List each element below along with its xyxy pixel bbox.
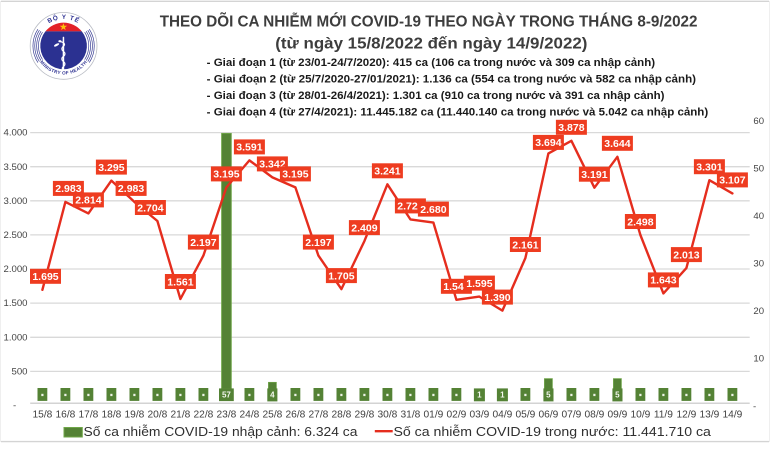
svg-text:16/8: 16/8 — [55, 409, 75, 420]
svg-text:4: 4 — [270, 390, 275, 399]
svg-text:20/8: 20/8 — [147, 409, 167, 420]
svg-text:1.643: 1.643 — [650, 276, 677, 287]
svg-text:3.107: 3.107 — [719, 176, 746, 187]
svg-text:2.680: 2.680 — [420, 205, 447, 216]
svg-text:2.013: 2.013 — [673, 250, 700, 261]
svg-text:2.814: 2.814 — [75, 196, 102, 207]
svg-text:3.195: 3.195 — [282, 170, 309, 181]
svg-text:18/8: 18/8 — [101, 409, 121, 420]
svg-text:1.705: 1.705 — [328, 271, 355, 282]
svg-text:06/9: 06/9 — [538, 409, 558, 420]
svg-text:2.197: 2.197 — [305, 238, 332, 249]
svg-text:1.500: 1.500 — [3, 298, 27, 309]
svg-text:3.500: 3.500 — [3, 162, 27, 173]
svg-text:03/9: 03/9 — [469, 409, 489, 420]
svg-text:29/8: 29/8 — [354, 409, 374, 420]
svg-text:2.983: 2.983 — [118, 184, 145, 195]
svg-text:2.500: 2.500 — [3, 230, 27, 241]
svg-text:10/9: 10/9 — [630, 409, 650, 420]
svg-text:1.000: 1.000 — [3, 332, 27, 343]
svg-text:1.548: 1.548 — [443, 282, 470, 293]
svg-text:2.498: 2.498 — [627, 217, 654, 228]
svg-text:3.295: 3.295 — [98, 163, 125, 174]
svg-text:02/9: 02/9 — [446, 409, 466, 420]
svg-text:28/8: 28/8 — [331, 409, 351, 420]
svg-text:2.161: 2.161 — [512, 240, 539, 251]
svg-text:3.191: 3.191 — [581, 170, 608, 181]
svg-text:- Giai đoạn 3 (từ 28/01-26/4/2: - Giai đoạn 3 (từ 28/01-26/4/2021): 1.30… — [207, 90, 665, 102]
svg-text:3.591: 3.591 — [236, 143, 263, 154]
svg-text:2.197: 2.197 — [190, 238, 217, 249]
svg-text:3.000: 3.000 — [3, 196, 27, 207]
svg-text:3.644: 3.644 — [604, 139, 631, 150]
svg-text:27/8: 27/8 — [308, 409, 328, 420]
svg-text:01/9: 01/9 — [423, 409, 443, 420]
svg-text:10: 10 — [753, 354, 764, 365]
svg-text:-: - — [13, 401, 16, 412]
svg-text:19/8: 19/8 — [124, 409, 144, 420]
svg-text:1.390: 1.390 — [484, 293, 511, 304]
svg-text:04/9: 04/9 — [492, 409, 512, 420]
svg-text:3.342: 3.342 — [259, 160, 286, 171]
svg-text:1.561: 1.561 — [167, 277, 194, 288]
svg-text:20: 20 — [753, 306, 764, 317]
svg-text:15/8: 15/8 — [32, 409, 52, 420]
svg-text:1: 1 — [477, 390, 482, 399]
svg-text:- Giai đoạn 2 (từ 25/7/2020-27: - Giai đoạn 2 (từ 25/7/2020-27/01/2021):… — [207, 74, 697, 86]
svg-text:5: 5 — [546, 390, 551, 399]
svg-text:05/9: 05/9 — [515, 409, 535, 420]
svg-text:Số ca nhiễm COVID-19 trong nướ: Số ca nhiễm COVID-19 trong nước: 11.441.… — [394, 424, 712, 439]
svg-text:500: 500 — [11, 367, 27, 378]
svg-text:Số ca nhiễm COVID-19 nhập cảnh: Số ca nhiễm COVID-19 nhập cảnh: 6.324 ca — [84, 424, 359, 439]
svg-text:4.000: 4.000 — [3, 128, 27, 139]
svg-text:31/8: 31/8 — [400, 409, 420, 420]
svg-text:24/8: 24/8 — [239, 409, 259, 420]
svg-text:30/8: 30/8 — [377, 409, 397, 420]
svg-text:2.409: 2.409 — [351, 223, 378, 234]
svg-text:07/9: 07/9 — [561, 409, 581, 420]
svg-text:2.000: 2.000 — [3, 264, 27, 275]
svg-text:22/8: 22/8 — [193, 409, 213, 420]
svg-text:21/8: 21/8 — [170, 409, 190, 420]
svg-text:11/9: 11/9 — [654, 409, 673, 420]
svg-text:26/8: 26/8 — [285, 409, 305, 420]
svg-text:17/8: 17/8 — [78, 409, 98, 420]
svg-text:3.301: 3.301 — [696, 163, 723, 174]
svg-text:1.595: 1.595 — [466, 279, 493, 290]
svg-text:- Giai đoạn 4 (từ 27/4/2021):: - Giai đoạn 4 (từ 27/4/2021): 11.445.182… — [207, 107, 709, 119]
svg-text:1: 1 — [500, 390, 505, 399]
svg-text:2.704: 2.704 — [137, 203, 164, 214]
svg-text:BỘ Y TẾ: BỘ Y TẾ — [46, 12, 82, 25]
svg-text:THEO DÕI CA NHIỄM MỚI COVID-19: THEO DÕI CA NHIỄM MỚI COVID-19 THEO NGÀY… — [160, 10, 698, 30]
svg-text:30: 30 — [753, 259, 764, 270]
svg-text:57: 57 — [222, 390, 231, 399]
svg-text:2.727: 2.727 — [397, 202, 424, 213]
svg-text:3.694: 3.694 — [535, 138, 562, 149]
svg-text:3.878: 3.878 — [558, 123, 585, 134]
svg-text:(từ ngày 15/8/2022 đến ngày 14: (từ ngày 15/8/2022 đến ngày 14/9/2022) — [275, 36, 587, 53]
svg-text:- Giai đoạn 1 (từ 23/01-24/7/2: - Giai đoạn 1 (từ 23/01-24/7/2020): 415 … — [207, 57, 656, 69]
svg-text:25/8: 25/8 — [262, 409, 282, 420]
svg-text:3.195: 3.195 — [213, 170, 240, 181]
svg-text:14/9: 14/9 — [722, 409, 742, 420]
svg-text:23/8: 23/8 — [216, 409, 236, 420]
svg-text:1.695: 1.695 — [32, 272, 59, 283]
svg-text:50: 50 — [753, 163, 764, 174]
svg-text:60: 60 — [753, 116, 764, 127]
svg-text:3.241: 3.241 — [374, 167, 401, 178]
svg-text:5: 5 — [615, 390, 620, 399]
svg-text:-: - — [753, 401, 756, 412]
svg-text:09/9: 09/9 — [607, 409, 627, 420]
svg-text:40: 40 — [753, 211, 764, 222]
svg-text:13/9: 13/9 — [699, 409, 719, 420]
svg-text:2.983: 2.983 — [55, 184, 82, 195]
svg-text:12/9: 12/9 — [676, 409, 696, 420]
svg-text:08/9: 08/9 — [584, 409, 604, 420]
